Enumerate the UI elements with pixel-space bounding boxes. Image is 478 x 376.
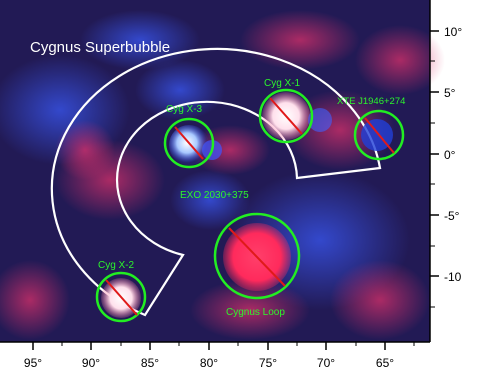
marker-cyg-x-2 <box>95 271 147 323</box>
marker-cyg-x-3 <box>163 117 215 169</box>
label-cygnus-loop: Cygnus Loop <box>226 307 285 318</box>
marker-cyg-x-1 <box>258 88 314 144</box>
x-tick-label: 75° <box>259 356 277 370</box>
marker-xte-j1946 <box>353 109 405 161</box>
x-tick-label: 85° <box>141 356 159 370</box>
label-xte-j1946: XTE J1946+274 <box>337 96 405 107</box>
x-tick-label: 65° <box>376 356 394 370</box>
marker-cygnus-loop <box>213 212 301 300</box>
figure-title: Cygnus Superbubble <box>30 39 170 56</box>
latitude-axis: 10° 5° 0° -5° -10 <box>429 0 462 342</box>
x-tick-label: 90° <box>82 356 100 370</box>
source-markers <box>95 88 405 323</box>
label-cyg-x-1: Cyg X-1 <box>264 78 301 89</box>
y-tick-label: 5° <box>444 86 456 100</box>
y-tick-label: 10° <box>444 25 462 39</box>
x-tick-label: 70° <box>317 356 335 370</box>
label-cyg-x-3: Cyg X-3 <box>166 104 203 115</box>
label-exo-2030: EXO 2030+375 <box>180 190 249 201</box>
y-tick-label: -5° <box>444 209 460 223</box>
y-tick-label: 0° <box>444 148 456 162</box>
x-tick-label: 95° <box>24 356 42 370</box>
longitude-axis: 95° 90° 85° 80° 75° 70° 65° <box>0 341 430 370</box>
x-tick-label: 80° <box>200 356 218 370</box>
y-tick-label: -10 <box>444 270 462 284</box>
label-cyg-x-2: Cyg X-2 <box>98 260 135 271</box>
